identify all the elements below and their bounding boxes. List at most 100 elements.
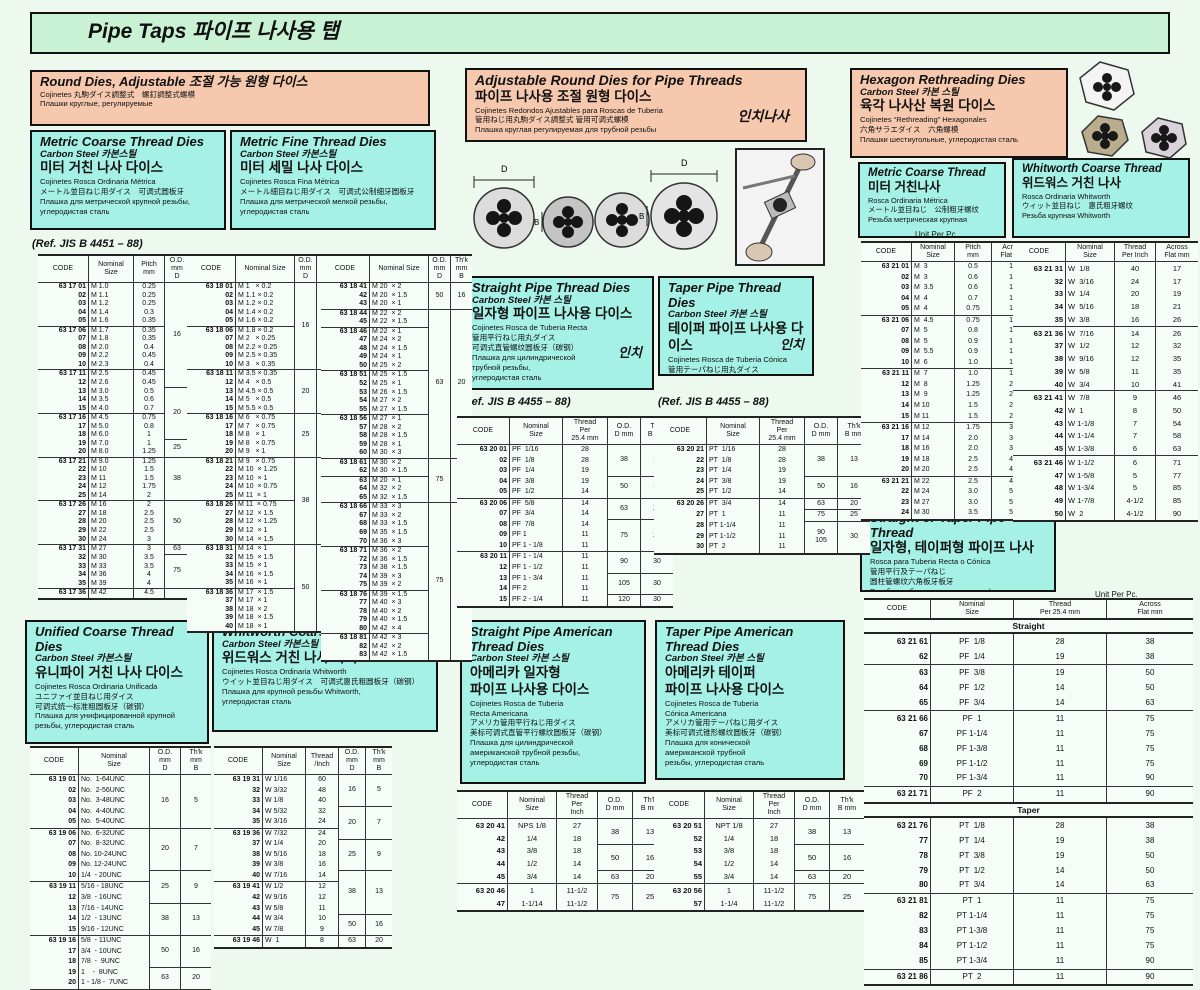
table-row: 63 19 01 No. 1-64UNC 16 5 (30, 774, 211, 829)
table-cell: M 27 × 1 (369, 414, 429, 424)
table-cell: 49 (1054, 496, 1063, 506)
table-cell: PF 1/2 (509, 487, 563, 499)
table-row: 15 9/16 - 12UNC (30, 924, 211, 936)
table-cell: 67 (919, 728, 928, 738)
table-cell: 12 (901, 380, 909, 388)
column-header: Thread Per Inch (556, 791, 598, 820)
header-line: Taper Pipe Thread Dies (668, 280, 781, 310)
table-cell: 02 (499, 456, 507, 464)
table-row: 40 W 7/16 14 38 13 (214, 870, 392, 915)
table-cell: 1.25 (954, 379, 992, 391)
table-cell: M 7 (911, 368, 955, 380)
table-cell: 32 (225, 553, 233, 561)
table-cell: M 8 × 0.75 (235, 439, 295, 449)
table-cell: 75 (1106, 755, 1193, 771)
header-line: 六角サラエダイス 六角螺模 (860, 125, 959, 135)
table-cell: 28 (696, 522, 704, 530)
table-cell: 37 (225, 597, 233, 605)
table-cell: 7/8 - 9UNC (78, 957, 150, 968)
table-row: 24M 303.554 (861, 508, 1034, 520)
table-cell: 0.75 (954, 304, 992, 316)
table-row: 48 M 24 × 1.5 (321, 344, 472, 354)
table-cell: PT 1-1/2 (930, 938, 1014, 954)
table-cell: W 3/4 (1065, 377, 1115, 391)
table-cell: M 30 (911, 508, 955, 520)
table-row: 55 3/4 14 63 20 (654, 869, 864, 884)
table-row: 72 M 36 × 1.5 (321, 555, 472, 565)
header-line: ウイット並目ねじ用ダイス 可调式惠氏粗圆板牙（碳钢） (222, 677, 420, 687)
table-row: 44 1/2 14 (457, 857, 667, 871)
table-cell: 05 (78, 317, 86, 325)
table-row: 28 M 20 2.5 (38, 518, 214, 528)
table-cell: PF 1-3/8 (930, 741, 1014, 756)
table-row: 03 No. 3-48UNC (30, 796, 211, 807)
table-cell: 33 (225, 562, 233, 570)
table-row: 80 PT 3/4 14 63 (864, 877, 1193, 894)
table-cell: 08 (68, 850, 76, 858)
table-cell: 50 (1106, 664, 1193, 681)
table-row: 60 M 30 × 3 (321, 449, 472, 459)
table-cell: M 24 × 1.5 (369, 344, 429, 354)
table-row: 23 M 10 × 1 (187, 474, 338, 484)
page-title: Pipe Taps 파이프 나사용 탭 (88, 20, 340, 43)
table-cell: 14 (1013, 862, 1107, 878)
table-cell: W 3/8 (1065, 313, 1115, 327)
table-row: 28 M 12 × 1.25 (187, 518, 338, 528)
table-cell: 63 18 71 (321, 546, 370, 556)
table-cell: 09 (78, 352, 86, 360)
table-cell: 50 (359, 361, 367, 369)
header-line: Carbon Steel 카본스틸 (222, 638, 319, 650)
table-row: 63 19 41 W 1/2 12 (214, 881, 392, 893)
table-row: 63 20 46 1 11-1/2 75 25 (457, 883, 667, 911)
table-cell: 64 (359, 485, 367, 493)
table-cell: 63 19 46 (214, 935, 263, 948)
table-cell: 50 (149, 935, 181, 968)
table-cell: 16 (149, 774, 181, 829)
table-cell: 84 (919, 941, 928, 951)
table-cell: 0.45 (133, 378, 165, 388)
table-cell: 14 (1013, 680, 1107, 696)
table-cell: PF 1/4 (509, 466, 563, 477)
table-cell: W 5/8 (262, 903, 306, 915)
table-cell: 24 (305, 817, 339, 829)
table-row: 13M 91.2521 (861, 390, 1034, 401)
table-row: 62 M 30 × 1.5 (321, 467, 472, 477)
table-cell: 63 18 61 (321, 457, 370, 468)
table-row: 45 3/4 14 63 20 (457, 869, 667, 884)
table-cell: 32 (252, 786, 260, 794)
table-row: 77 M 40 × 3 (321, 599, 472, 608)
table-cell: 07 (499, 510, 507, 518)
table-cell: 40 (1054, 379, 1063, 389)
table-cell: 20 (68, 979, 76, 987)
table-cell: 90 (1155, 507, 1198, 521)
column-header: CODE (654, 791, 705, 820)
table-cell: 63 17 21 (38, 456, 89, 467)
table-cell: 42 (1054, 405, 1063, 415)
table-row: 63 19 06 No. 6-32UNC 20 7 (30, 827, 211, 871)
table-cell: M 36 × 3 (369, 537, 429, 547)
column-header: Nominal Size (507, 791, 557, 820)
table-cell: 60 (359, 449, 367, 457)
table-row: 14M 101.526 (861, 401, 1034, 412)
table-row: 05 No. 5-40UNC (30, 817, 211, 829)
table-row: 53 3/8 18 50 16 (654, 844, 864, 871)
table-row: 68 M 33 × 1.5 (321, 520, 472, 530)
table-row: 63 18 71 M 36 × 2 (321, 546, 472, 556)
table-cell: 27 (696, 511, 704, 519)
table-row: 20 M 8.0 1.25 (38, 448, 214, 458)
table-cell: PT 1-1/4 (706, 521, 760, 532)
header-line: Плашка для цилиндрической (470, 738, 574, 748)
table-cell: 3.5 (133, 554, 165, 563)
table-cell: 2.5 (954, 475, 992, 488)
table-row: 54 M 27 × 2 (321, 397, 472, 406)
table-cell: 63 20 46 (457, 883, 508, 898)
table-cell: 60 (305, 774, 339, 786)
unified-coarse-thread-dies-header: Unified Coarse Thread Dies Carbon Steel 카… (25, 620, 209, 744)
table-cell: 52 (359, 379, 367, 387)
table-cell: 38 (1106, 816, 1193, 834)
table-cell: 5 (1114, 481, 1156, 495)
table-cell: 11 (562, 594, 608, 607)
table-cell: PT 3/8 (930, 848, 1014, 863)
